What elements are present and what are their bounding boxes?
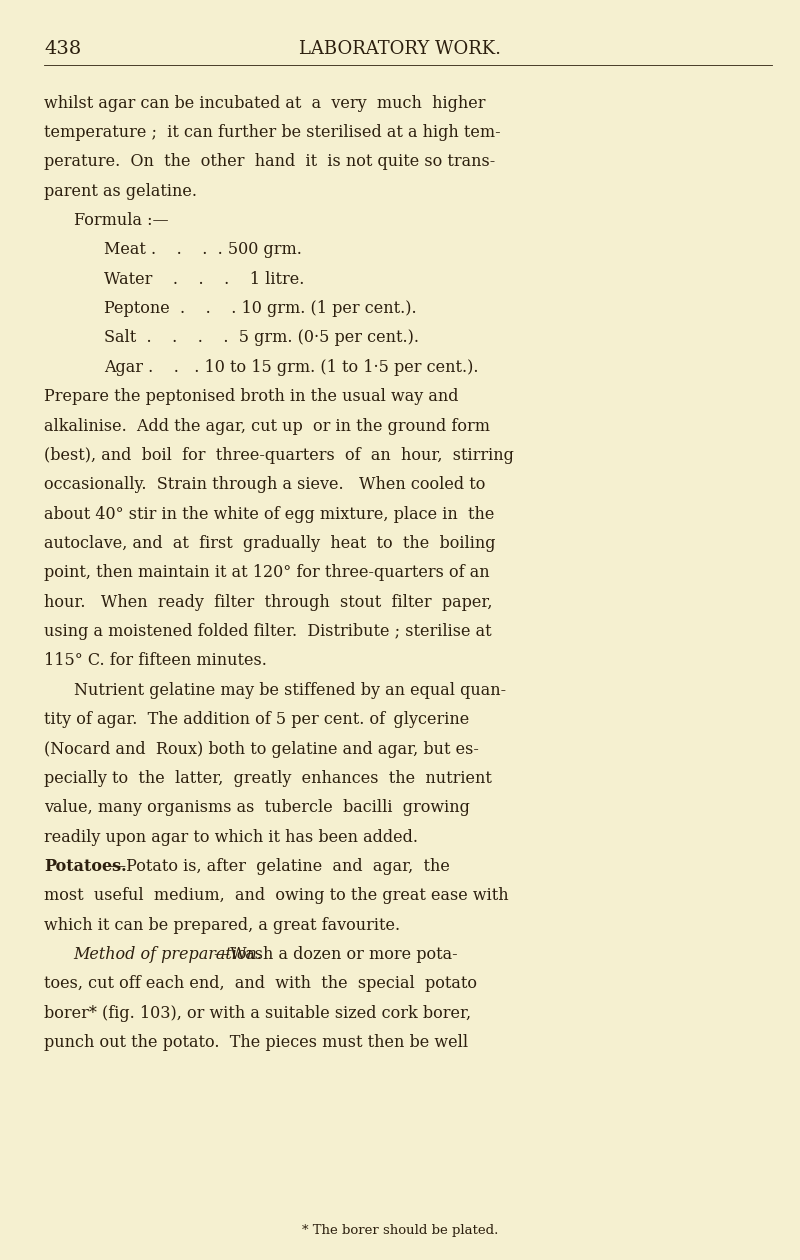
Text: point, then maintain it at 120° for three-quarters of an: point, then maintain it at 120° for thre…	[44, 564, 490, 581]
Text: —Potato is, after  gelatine  and  agar,  the: —Potato is, after gelatine and agar, the	[110, 858, 450, 874]
Text: parent as gelatine.: parent as gelatine.	[44, 183, 197, 199]
Text: readily upon agar to which it has been added.: readily upon agar to which it has been a…	[44, 829, 418, 845]
Text: tity of agar.  The addition of 5 per cent. of  glycerine: tity of agar. The addition of 5 per cent…	[44, 711, 470, 728]
Text: which it can be prepared, a great favourite.: which it can be prepared, a great favour…	[44, 917, 400, 934]
Text: Water    .    .    .    1 litre.: Water . . . 1 litre.	[104, 271, 304, 287]
Text: LABORATORY WORK.: LABORATORY WORK.	[299, 40, 501, 58]
Text: —Wash a dozen or more pota-: —Wash a dozen or more pota-	[214, 946, 458, 963]
Text: 115° C. for fifteen minutes.: 115° C. for fifteen minutes.	[44, 653, 267, 669]
Text: Agar .    .   . 10 to 15 grm. (1 to 1·5 per cent.).: Agar . . . 10 to 15 grm. (1 to 1·5 per c…	[104, 359, 478, 375]
Text: autoclave, and  at  first  gradually  heat  to  the  boiling: autoclave, and at first gradually heat t…	[44, 536, 495, 552]
Text: (Nocard and  Roux) both to gelatine and agar, but es-: (Nocard and Roux) both to gelatine and a…	[44, 741, 479, 757]
Text: * The borer should be plated.: * The borer should be plated.	[302, 1225, 498, 1237]
Text: using a moistened folded filter.  Distribute ; sterilise at: using a moistened folded filter. Distrib…	[44, 624, 492, 640]
Text: Prepare the peptonised broth in the usual way and: Prepare the peptonised broth in the usua…	[44, 388, 458, 406]
Text: alkalinise.  Add the agar, cut up  or in the ground form: alkalinise. Add the agar, cut up or in t…	[44, 417, 490, 435]
Text: borer* (fig. 103), or with a suitable sized cork borer,: borer* (fig. 103), or with a suitable si…	[44, 1004, 471, 1022]
Text: (best), and  boil  for  three-quarters  of  an  hour,  stirring: (best), and boil for three-quarters of a…	[44, 447, 514, 464]
Text: Nutrient gelatine may be stiffened by an equal quan-: Nutrient gelatine may be stiffened by an…	[74, 682, 506, 699]
Text: Potatoes.: Potatoes.	[44, 858, 126, 874]
Text: 438: 438	[44, 40, 82, 58]
Text: Method of preparation.: Method of preparation.	[74, 946, 262, 963]
Text: toes, cut off each end,  and  with  the  special  potato: toes, cut off each end, and with the spe…	[44, 975, 477, 993]
Text: temperature ;  it can further be sterilised at a high tem-: temperature ; it can further be sterilis…	[44, 123, 501, 141]
Text: Salt  .    .    .    .  5 grm. (0·5 per cent.).: Salt . . . . 5 grm. (0·5 per cent.).	[104, 330, 419, 346]
Text: Meat .    .    .  . 500 grm.: Meat . . . . 500 grm.	[104, 242, 302, 258]
Text: occasionally.  Strain through a sieve.   When cooled to: occasionally. Strain through a sieve. Wh…	[44, 476, 486, 493]
Text: punch out the potato.  The pieces must then be well: punch out the potato. The pieces must th…	[44, 1034, 468, 1051]
Text: Peptone  .    .    . 10 grm. (1 per cent.).: Peptone . . . 10 grm. (1 per cent.).	[104, 300, 417, 318]
Text: perature.  On  the  other  hand  it  is not quite so trans-: perature. On the other hand it is not qu…	[44, 154, 495, 170]
Text: Formula :—: Formula :—	[74, 212, 168, 229]
Text: about 40° stir in the white of egg mixture, place in  the: about 40° stir in the white of egg mixtu…	[44, 505, 494, 523]
Text: whilst agar can be incubated at  a  very  much  higher: whilst agar can be incubated at a very m…	[44, 94, 486, 112]
Text: hour.   When  ready  filter  through  stout  filter  paper,: hour. When ready filter through stout fi…	[44, 593, 493, 611]
Text: value, many organisms as  tubercle  bacilli  growing: value, many organisms as tubercle bacill…	[44, 799, 470, 816]
Text: most  useful  medium,  and  owing to the great ease with: most useful medium, and owing to the gre…	[44, 887, 509, 905]
Text: pecially to  the  latter,  greatly  enhances  the  nutrient: pecially to the latter, greatly enhances…	[44, 770, 492, 786]
